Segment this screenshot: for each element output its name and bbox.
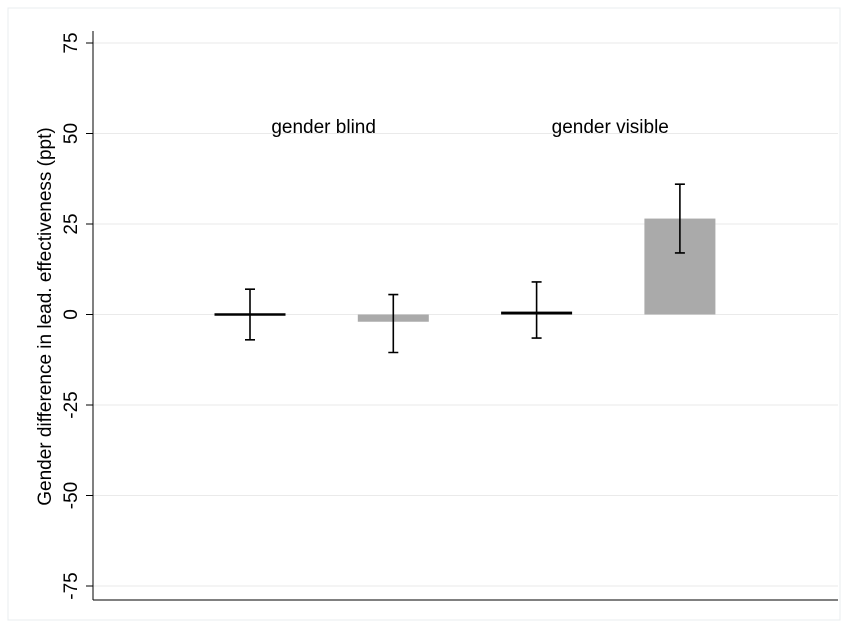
y-axis-label: Gender difference in lead. effectiveness… — [35, 127, 56, 505]
error-bar — [245, 288, 255, 341]
y-tick-label: 75 — [61, 32, 82, 53]
y-tick-label: -75 — [61, 572, 82, 599]
group-label: gender visible — [552, 117, 669, 138]
group-labels: gender blind gender visible — [271, 117, 669, 138]
y-tick-label: -50 — [61, 482, 82, 509]
y-tick-label: 0 — [61, 309, 82, 320]
gridlines — [93, 42, 838, 587]
group-label: gender blind — [271, 117, 376, 138]
error-bar — [674, 183, 685, 254]
error-bar — [531, 281, 542, 339]
error-bar — [388, 293, 399, 354]
error-bars — [245, 183, 685, 354]
y-ticks: 75 50 25 0 -25 -50 -75 — [61, 32, 93, 600]
y-tick-label: 50 — [61, 123, 82, 144]
y-tick-label: -25 — [61, 391, 82, 418]
y-tick-label: 25 — [61, 213, 82, 234]
